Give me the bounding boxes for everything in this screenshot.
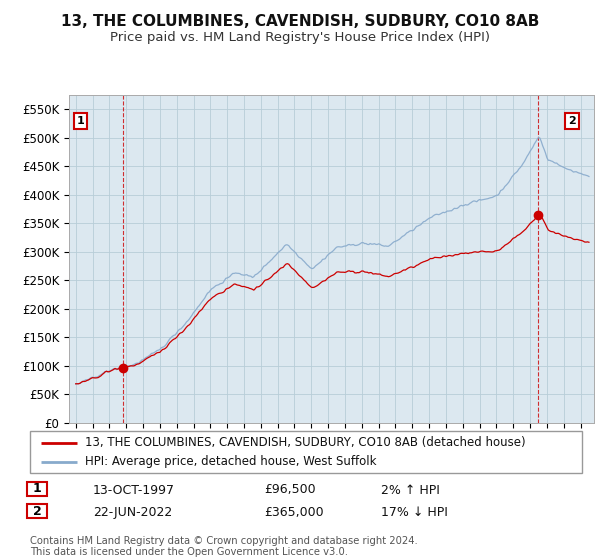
Text: 1: 1: [77, 116, 85, 126]
Text: 2: 2: [568, 116, 576, 126]
Text: Price paid vs. HM Land Registry's House Price Index (HPI): Price paid vs. HM Land Registry's House …: [110, 31, 490, 44]
Text: HPI: Average price, detached house, West Suffolk: HPI: Average price, detached house, West…: [85, 455, 377, 468]
Text: 2% ↑ HPI: 2% ↑ HPI: [381, 483, 440, 497]
FancyBboxPatch shape: [27, 482, 47, 496]
Text: 1: 1: [33, 482, 41, 496]
Text: 13, THE COLUMBINES, CAVENDISH, SUDBURY, CO10 8AB (detached house): 13, THE COLUMBINES, CAVENDISH, SUDBURY, …: [85, 436, 526, 449]
Text: 17% ↓ HPI: 17% ↓ HPI: [381, 506, 448, 519]
Text: Contains HM Land Registry data © Crown copyright and database right 2024.
This d: Contains HM Land Registry data © Crown c…: [30, 535, 418, 557]
Text: 13, THE COLUMBINES, CAVENDISH, SUDBURY, CO10 8AB: 13, THE COLUMBINES, CAVENDISH, SUDBURY, …: [61, 14, 539, 29]
Text: 13-OCT-1997: 13-OCT-1997: [93, 483, 175, 497]
Text: £96,500: £96,500: [264, 483, 316, 497]
Text: 22-JUN-2022: 22-JUN-2022: [93, 506, 172, 519]
Text: £365,000: £365,000: [264, 506, 323, 519]
FancyBboxPatch shape: [27, 504, 47, 519]
FancyBboxPatch shape: [30, 431, 582, 473]
Text: 2: 2: [33, 505, 41, 518]
